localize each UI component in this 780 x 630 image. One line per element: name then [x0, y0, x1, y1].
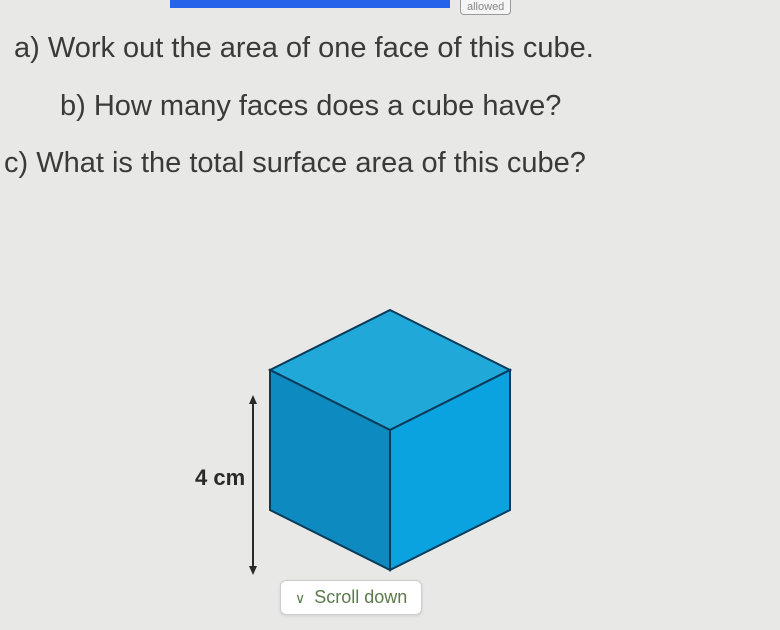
chevron-down-icon: ∨ [295, 590, 305, 607]
scroll-down-label: Scroll down [314, 587, 407, 607]
cube-figure: 4 cm ∨ Scroll down [0, 300, 780, 630]
edge-length-label: 4 cm [195, 465, 245, 491]
allowed-badge: allowed [460, 0, 511, 15]
question-list: a) Work out the area of one face of this… [0, 0, 780, 193]
cube-diagram [250, 300, 530, 580]
scroll-down-button[interactable]: ∨ Scroll down [280, 580, 422, 615]
question-b: b) How many faces does a cube have? [0, 78, 780, 136]
question-c: c) What is the total surface area of thi… [0, 135, 780, 193]
top-accent-bar [170, 0, 450, 8]
question-a: a) Work out the area of one face of this… [0, 20, 780, 78]
